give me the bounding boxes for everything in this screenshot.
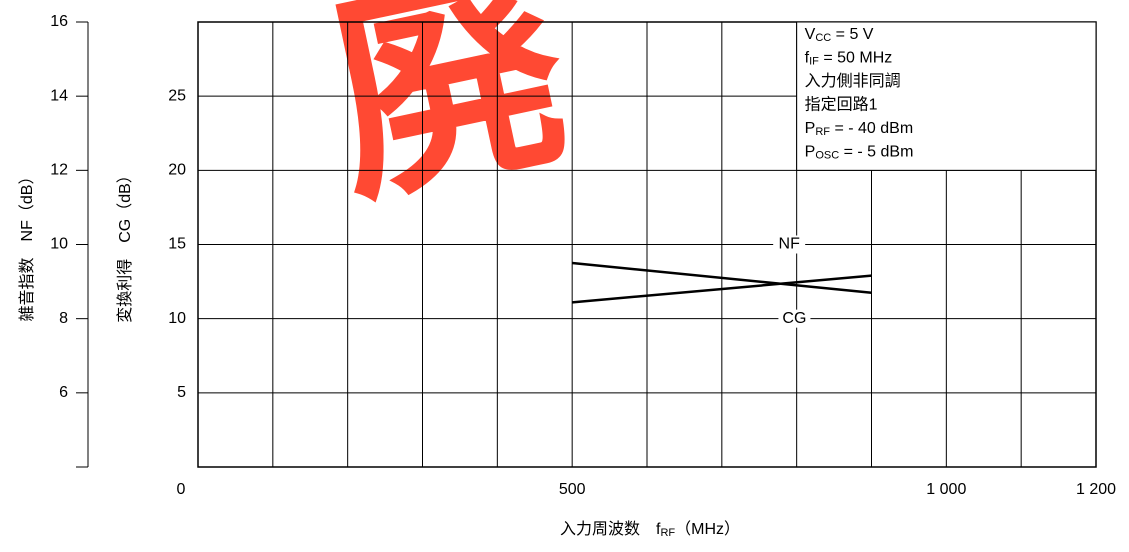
y2-tick-label: 25 bbox=[168, 87, 186, 104]
y-tick-label: 16 bbox=[50, 13, 68, 30]
condition-rest: = - 40 dBm bbox=[830, 120, 913, 137]
series-line bbox=[572, 261, 872, 294]
y-tick-label: 12 bbox=[50, 162, 68, 179]
y-tick-label: 14 bbox=[50, 87, 68, 104]
condition-sub: RF bbox=[815, 126, 830, 138]
y-tick-label: 10 bbox=[50, 236, 68, 253]
condition: PRF = - 40 dBm bbox=[805, 120, 914, 138]
x-title-main: 入力周波数 f bbox=[560, 520, 661, 538]
condition-main: f bbox=[805, 50, 810, 67]
conditions-box bbox=[796, 21, 1097, 171]
series-label: CG bbox=[782, 310, 806, 327]
condition-main: 指定回路1 bbox=[805, 96, 878, 114]
series-label-bg bbox=[773, 235, 806, 254]
condition-main: P bbox=[805, 144, 816, 161]
x-title-rest: （MHz） bbox=[675, 520, 740, 538]
series-line bbox=[572, 274, 872, 304]
x-tick-label: 0 bbox=[177, 481, 186, 498]
condition-main: V bbox=[805, 26, 816, 43]
x-axis-title: 入力周波数 fRF（MHz） bbox=[560, 520, 740, 539]
condition: POSC = - 5 dBm bbox=[805, 144, 914, 162]
y-tick-label: 6 bbox=[59, 384, 68, 401]
condition-rest: = 50 MHz bbox=[819, 50, 892, 67]
x-title-sub: RF bbox=[660, 527, 675, 539]
y2-tick-label: 20 bbox=[168, 162, 186, 179]
condition-sub: CC bbox=[815, 32, 831, 44]
condition-sub: IF bbox=[809, 55, 819, 67]
condition-rest: = 5 V bbox=[831, 26, 874, 43]
condition: fIF = 50 MHz bbox=[805, 50, 893, 68]
x-tick-label: 500 bbox=[559, 481, 586, 498]
series-label-bg bbox=[778, 309, 811, 328]
series-label: NF bbox=[779, 236, 801, 253]
y2-axis-title: 変換利得 CG（dB） bbox=[116, 167, 134, 323]
y-axis-title: 雑音指数 NF（dB） bbox=[18, 169, 36, 322]
condition-rest: = - 5 dBm bbox=[839, 144, 913, 161]
watermark: 廃 bbox=[307, 0, 586, 231]
y2-tick-label: 5 bbox=[177, 384, 186, 401]
condition-sub: OSC bbox=[815, 149, 839, 161]
x-tick-label: 1 000 bbox=[926, 481, 966, 498]
condition: 入力側非同調 bbox=[805, 72, 901, 90]
plot-frame bbox=[197, 21, 1097, 468]
condition-main: 入力側非同調 bbox=[805, 72, 901, 90]
condition: VCC = 5 V bbox=[805, 26, 874, 44]
condition-main: P bbox=[805, 120, 816, 137]
condition: 指定回路1 bbox=[805, 96, 878, 114]
y2-tick-label: 15 bbox=[168, 236, 186, 253]
y-tick-label: 8 bbox=[59, 310, 68, 327]
x-tick-label: 1 200 bbox=[1076, 481, 1116, 498]
y2-tick-label: 10 bbox=[168, 310, 186, 327]
